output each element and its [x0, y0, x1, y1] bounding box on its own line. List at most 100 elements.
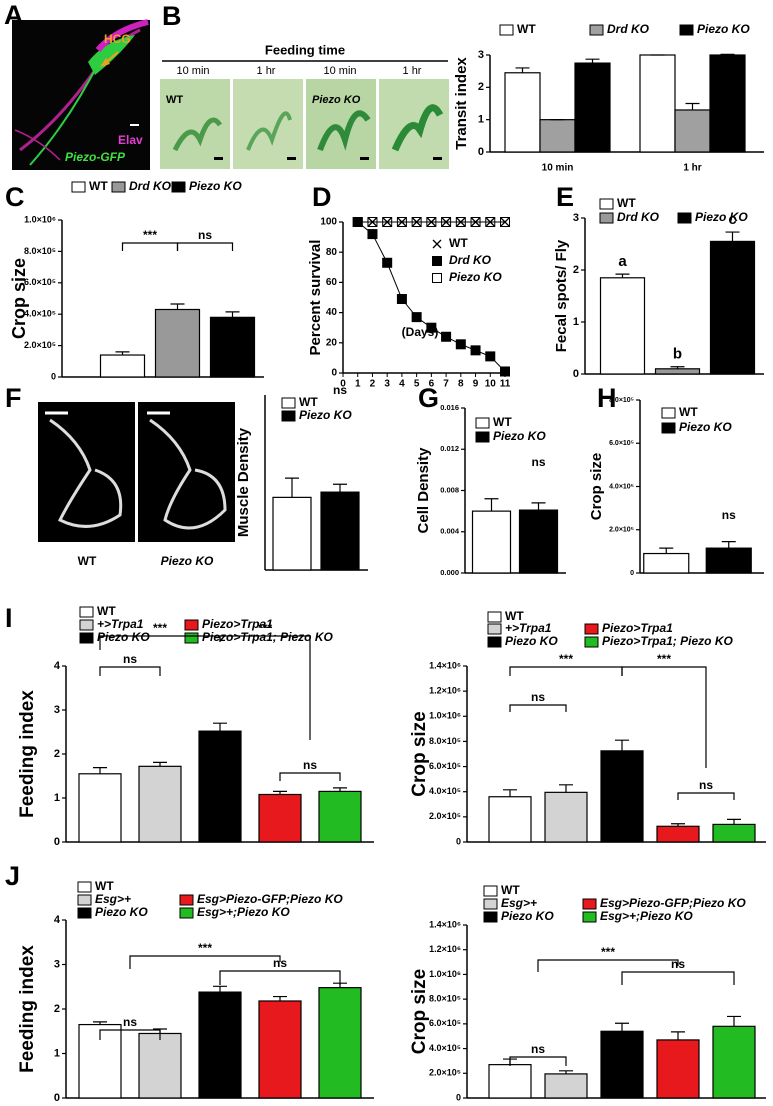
y-tick-label: 0 — [331, 368, 337, 379]
x-tick-label: 6 — [429, 379, 435, 390]
point — [411, 312, 422, 323]
y-axis-label: Crop size — [409, 969, 430, 1055]
legend-label: WT — [679, 405, 698, 419]
legend-swatch — [184, 619, 199, 631]
y-tick-label: 0 — [573, 368, 579, 380]
annotation: ns — [333, 383, 347, 397]
bar — [258, 793, 302, 843]
panel-letter: E — [556, 182, 574, 212]
y-axis-label: Fecal spots/ Fly — [553, 239, 570, 352]
legend-swatch — [77, 907, 92, 919]
y-axis-label: Crop size — [409, 711, 430, 797]
bar — [643, 552, 690, 574]
y-tick-label: 100 — [320, 217, 337, 228]
x-tick-label: 1 hr — [683, 163, 701, 174]
y-tick-label: 2 — [54, 1003, 60, 1015]
y-tick-label: 2 — [478, 81, 484, 93]
x-tick-label: 8 — [458, 379, 464, 390]
legend-label: Drd KO — [449, 253, 492, 267]
bar — [198, 730, 242, 843]
legend-label: Esg>+;Piezo KO — [197, 905, 290, 919]
y-tick-label: 8.0×10⁵ — [429, 736, 461, 746]
legend-swatch — [679, 24, 694, 36]
point — [432, 239, 442, 249]
legend-swatch — [79, 619, 94, 631]
point — [455, 339, 466, 350]
legend-label: Drd KO — [617, 210, 660, 224]
annotation: *** — [198, 941, 212, 955]
legend-swatch — [582, 898, 597, 910]
legend-label: Piezo KO — [493, 429, 546, 443]
y-tick-label: 0.012 — [440, 444, 459, 453]
image-f — [38, 402, 235, 542]
bar — [544, 791, 588, 843]
legend-swatch — [475, 431, 490, 443]
error-bar — [559, 784, 573, 793]
bar — [99, 354, 146, 378]
legend-swatch — [584, 623, 599, 635]
legend-label: Piezo KO — [449, 270, 502, 284]
image-title: Feeding time — [265, 42, 345, 57]
error-bar — [671, 823, 685, 827]
legend-swatch — [79, 606, 94, 618]
bar — [599, 277, 646, 375]
legend-label: WT — [299, 395, 318, 409]
y-tick-label: 3 — [478, 49, 484, 61]
annotation: ns — [531, 690, 545, 704]
y-tick-label: 80 — [326, 247, 338, 258]
image-label: 10 min — [176, 65, 209, 77]
y-tick-label: 0 — [456, 1092, 461, 1102]
legend-swatch — [179, 907, 194, 919]
bracket — [99, 1029, 161, 1040]
y-tick-label: 2.0×10⁵ — [429, 1068, 461, 1078]
bar — [209, 316, 256, 378]
point — [412, 217, 422, 227]
annotation: ns — [198, 228, 212, 242]
bar — [518, 509, 559, 574]
bracket — [621, 971, 735, 985]
error-bar — [153, 761, 167, 767]
image-caption: Piezo KO — [161, 554, 214, 568]
legend-label: Piezo KO — [97, 630, 150, 644]
bracket — [219, 970, 341, 985]
bracket — [509, 704, 567, 712]
image-label: WT — [166, 94, 183, 106]
bar — [539, 119, 576, 153]
y-tick-label: 2 — [54, 748, 60, 760]
bar — [712, 823, 756, 843]
x-tick-label: 10 min — [542, 163, 574, 174]
point — [500, 217, 510, 227]
error-bar — [671, 1031, 685, 1040]
bracket — [509, 666, 623, 676]
y-tick-label: 40 — [326, 307, 338, 318]
legend-swatch — [487, 623, 502, 635]
error-bar — [213, 985, 227, 993]
y-tick-label: 6.0×10⁵ — [429, 1018, 461, 1028]
legend-label: Piezo KO — [501, 909, 554, 923]
bracket — [509, 1056, 567, 1066]
y-tick-label: 6.0×10⁵ — [609, 440, 634, 447]
image-label: 10 min — [323, 65, 356, 77]
image-label: Elav — [118, 133, 143, 147]
bar — [600, 1030, 644, 1099]
legend-label: Drd KO — [607, 22, 650, 36]
bar — [654, 368, 701, 375]
line — [357, 221, 506, 372]
legend-swatch — [281, 397, 296, 409]
y-tick-label: 0 — [478, 146, 484, 158]
annotation: ns — [699, 778, 713, 792]
y-tick-label: 0 — [51, 371, 56, 381]
y-tick-label: 4 — [54, 660, 61, 672]
error-bar — [93, 767, 107, 774]
y-tick-label: 1.0×10⁶ — [429, 711, 461, 721]
bar — [639, 54, 676, 153]
legend-label: Piezo KO — [189, 179, 242, 193]
legend-swatch — [483, 898, 498, 910]
y-tick-label: 2.0×10⁵ — [429, 811, 461, 821]
point — [470, 345, 481, 356]
bracket — [677, 792, 735, 800]
error-bar — [333, 483, 347, 493]
bar — [504, 72, 541, 153]
image-label: HCG — [104, 32, 131, 46]
point — [353, 217, 363, 227]
